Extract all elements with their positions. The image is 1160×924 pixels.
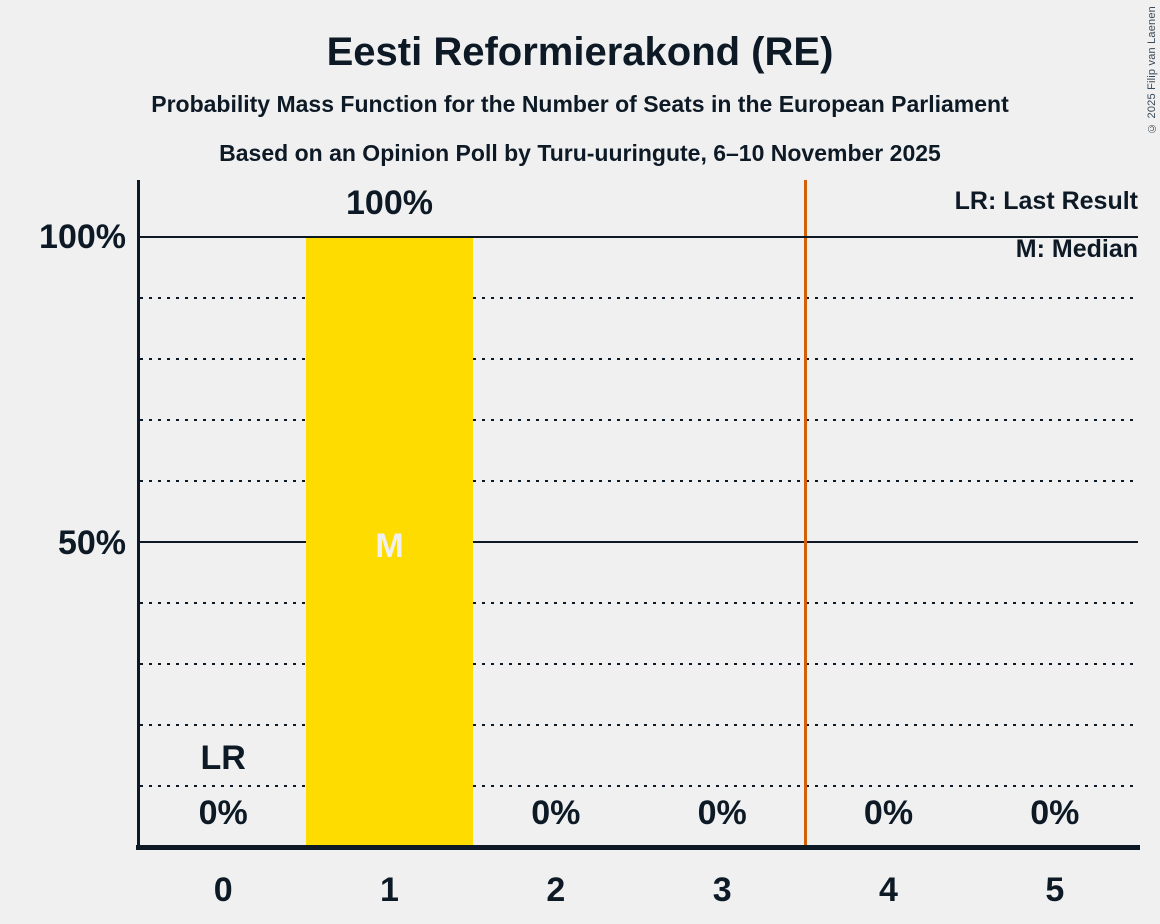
probability-label-seats-3: 0% xyxy=(697,794,747,832)
probability-label-seats-5: 0% xyxy=(1030,794,1080,832)
chart-subtitle: Probability Mass Function for the Number… xyxy=(151,91,1009,117)
y-axis-line xyxy=(137,180,140,850)
gridline-60pct xyxy=(140,480,1138,482)
gridline-70pct xyxy=(140,419,1138,421)
x-axis-tick-3: 3 xyxy=(712,871,732,909)
gridline-80pct xyxy=(140,358,1138,360)
legend-last-result: LR: Last Result xyxy=(954,187,1138,215)
gridline-100pct xyxy=(140,236,1138,238)
gridline-50pct xyxy=(140,541,1138,543)
probability-label-seats-2: 0% xyxy=(531,794,581,832)
x-axis-tick-0: 0 xyxy=(213,871,233,909)
last-result-marker: LR xyxy=(200,739,246,777)
gridline-90pct xyxy=(140,297,1138,299)
gridline-30pct xyxy=(140,663,1138,665)
probability-label-seats-0: 0% xyxy=(198,794,248,832)
gridline-10pct xyxy=(140,785,1138,787)
probability-label-seats-1: 100% xyxy=(346,184,433,222)
x-axis-tick-4: 4 xyxy=(879,871,898,909)
bar-seats-1 xyxy=(306,237,473,847)
x-axis-tick-1: 1 xyxy=(380,871,399,909)
chart-title: Eesti Reformierakond (RE) xyxy=(326,30,834,74)
majority-threshold-line xyxy=(803,180,807,847)
x-axis-tick-5: 5 xyxy=(1045,871,1065,909)
gridline-20pct xyxy=(140,724,1138,726)
y-axis-tick-50: 50% xyxy=(57,524,126,562)
probability-label-seats-4: 0% xyxy=(863,794,914,832)
y-axis-tick-100: 100% xyxy=(39,218,126,256)
x-axis-tick-2: 2 xyxy=(546,871,566,909)
chart-poll-source: Based on an Opinion Poll by Turu-uuringu… xyxy=(219,140,941,166)
legend-median: M: Median xyxy=(1015,235,1138,263)
median-marker: M xyxy=(375,527,404,565)
gridline-40pct xyxy=(140,602,1138,604)
x-axis-line xyxy=(136,845,1140,850)
copyright-notice: © 2025 Filip van Laenen xyxy=(1146,6,1158,134)
plot-area xyxy=(140,236,1138,847)
